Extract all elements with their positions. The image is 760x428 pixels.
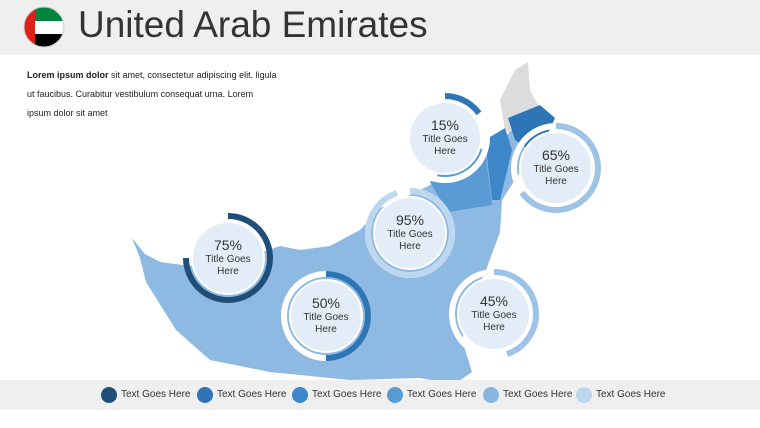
donut-percent: 95%: [395, 212, 425, 228]
legend-label: Text Goes Here: [312, 389, 382, 400]
donut-percent: 15%: [430, 117, 460, 133]
donut-center: [373, 196, 447, 270]
donut-title: Title Goes Here: [422, 134, 468, 157]
donut-label: 50% Title Goes Here: [296, 295, 356, 336]
donut-arc: [183, 213, 273, 303]
legend-swatch: [197, 387, 213, 403]
flag: [23, 6, 65, 48]
intro-bold: Lorem ipsum dolor: [27, 70, 109, 80]
legend-swatch: [292, 387, 308, 403]
donut-label: 45% Title Goes Here: [464, 293, 524, 334]
donut-center: [457, 277, 531, 351]
donut-title: Title Goes Here: [533, 164, 579, 187]
donut-percent: 75%: [213, 237, 243, 253]
donut-title: Title Goes Here: [205, 254, 251, 277]
legend-band: [0, 380, 760, 410]
legend-swatch: [483, 387, 499, 403]
legend-label: Text Goes Here: [407, 389, 477, 400]
title: United Arab Emirates: [78, 4, 428, 45]
donut-title: Title Goes Here: [471, 310, 517, 333]
legend-swatch: [576, 387, 592, 403]
legend-swatch: [101, 387, 117, 403]
donut-label: 95% Title Goes Here: [380, 212, 440, 253]
donut-center: [519, 131, 593, 205]
donut-center: [191, 221, 265, 295]
donut-arc: [519, 123, 601, 213]
donut-arc: [493, 269, 539, 357]
donut-arc: [365, 188, 455, 278]
donut-title: Title Goes Here: [387, 229, 433, 252]
legend-label: Text Goes Here: [596, 389, 666, 400]
donut-percent: 50%: [311, 295, 341, 311]
donut-label: 75% Title Goes Here: [198, 237, 258, 278]
donut-title: Title Goes Here: [303, 312, 349, 335]
donut-label: 65% Title Goes Here: [526, 147, 586, 188]
donut-label: 15% Title Goes Here: [415, 117, 475, 158]
donut-percent: 65%: [541, 147, 571, 163]
donut-center: [289, 279, 363, 353]
header-band: [0, 0, 760, 55]
donut-percent: 45%: [479, 293, 509, 309]
intro-body: sit amet, consectetur adipiscing elit. l…: [27, 70, 277, 118]
legend-label: Text Goes Here: [121, 389, 191, 400]
donut-arc: [325, 271, 371, 361]
intro-text: Lorem ipsum dolor sit amet, consectetur …: [27, 66, 277, 123]
legend-label: Text Goes Here: [217, 389, 287, 400]
donut-arc: [444, 93, 482, 116]
donut-center: [408, 101, 482, 175]
legend-label: Text Goes Here: [503, 389, 573, 400]
legend-swatch: [387, 387, 403, 403]
